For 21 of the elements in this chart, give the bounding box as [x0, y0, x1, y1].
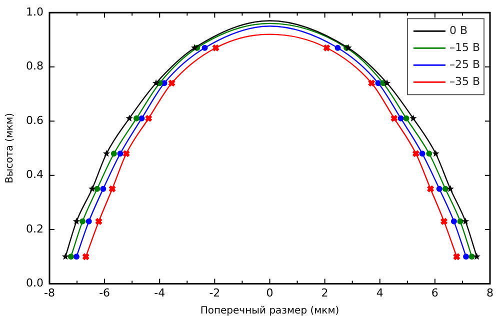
y-tick-label: 0.2: [26, 222, 44, 236]
y-tick-label: 0.0: [26, 276, 44, 290]
x-tick-label: 8: [486, 286, 494, 300]
x-tick-label: -8: [44, 286, 55, 300]
legend-label: –35 В: [449, 74, 480, 88]
y-tick-label: 0.4: [26, 168, 44, 182]
x-tick-label: 2: [321, 286, 328, 300]
x-tick-label: -6: [99, 286, 110, 300]
y-axis-title: Высота (мкм): [4, 112, 16, 184]
x-axis-title: Поперечный размер (мкм): [200, 306, 340, 317]
legend-label: 0 В: [449, 24, 468, 37]
x-tick-label: -2: [209, 286, 220, 300]
legend-label: –15 В: [449, 40, 480, 54]
y-tick-label: 1.0: [26, 5, 44, 18]
x-tick-label: 6: [431, 286, 438, 300]
x-tick-label: 4: [376, 286, 384, 300]
x-tick-label: 0: [266, 286, 274, 300]
legend-label: –25 В: [449, 58, 480, 71]
y-tick-label: 0.8: [26, 60, 44, 73]
x-tick-label: -4: [154, 286, 166, 300]
y-tick-label: 0.6: [26, 114, 44, 127]
